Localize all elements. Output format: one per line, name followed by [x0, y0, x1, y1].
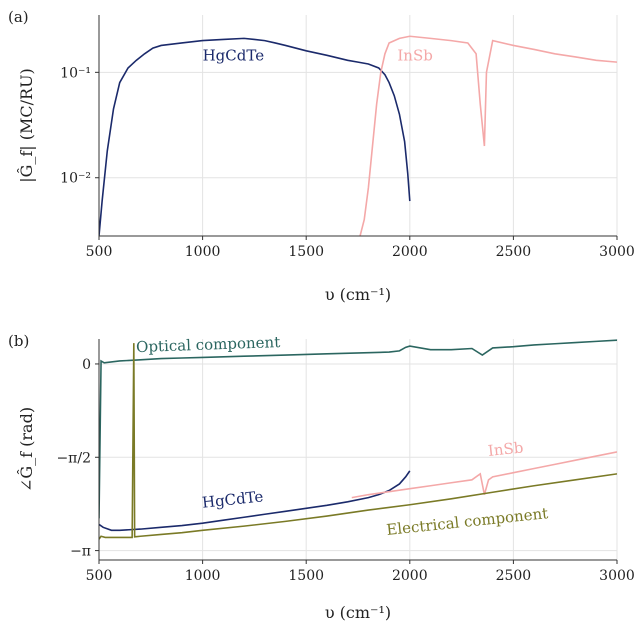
panel-label: (a) — [8, 8, 29, 26]
series-line-insb — [351, 451, 617, 499]
x-tick-label: 500 — [86, 244, 113, 260]
y-axis-label: ∠Ĝ_f (rad) — [16, 407, 36, 492]
annotation-insb: InSb — [397, 46, 432, 64]
x-tick-label: 2000 — [392, 568, 428, 584]
x-tick-label: 2500 — [496, 568, 532, 584]
x-tick-label: 1000 — [185, 244, 221, 260]
x-tick-label: 3000 — [599, 244, 635, 260]
annotation-optical-component: Optical component — [136, 333, 281, 356]
series-line-electrical-component — [99, 343, 617, 540]
series-line-hgcdte — [99, 37, 411, 236]
annotation-insb: InSb — [487, 438, 524, 460]
x-tick-label: 2000 — [392, 244, 428, 260]
x-tick-label: 500 — [86, 568, 113, 584]
annotation-hgcdte: HgCdTe — [203, 46, 265, 64]
y-tick-label: 10⁻² — [60, 171, 91, 187]
y-axis-label: |Ĝ_f| (MC/RU) — [16, 68, 36, 183]
x-axis-label: υ (cm⁻¹) — [325, 603, 391, 622]
series-line-optical-component — [99, 339, 617, 519]
y-tick-label: 0 — [82, 357, 91, 373]
x-tick-label: 3000 — [599, 568, 635, 584]
panel-label: (b) — [8, 332, 29, 350]
x-axis-label: υ (cm⁻¹) — [325, 285, 391, 304]
annotation-hgcdte: HgCdTe — [201, 487, 264, 511]
x-tick-label: 2500 — [496, 244, 532, 260]
x-tick-label: 1000 — [185, 568, 221, 584]
y-tick-label: −π/2 — [56, 450, 91, 466]
y-tick-label: 10⁻¹ — [60, 65, 91, 81]
y-tick-label: −π — [70, 544, 91, 560]
series-line-insb — [359, 35, 617, 236]
panel-a: 500 1000 1500 2000 2500 3000 10⁻² 10⁻¹ υ (cm⁻¹) |… — [8, 8, 635, 304]
panel-b: 500 1000 1500 2000 2500 3000 0 −π/2 −π υ (cm⁻¹) ∠Ĝ… — [8, 332, 635, 622]
x-tick-label: 1500 — [288, 568, 324, 584]
x-tick-label: 1500 — [288, 244, 324, 260]
